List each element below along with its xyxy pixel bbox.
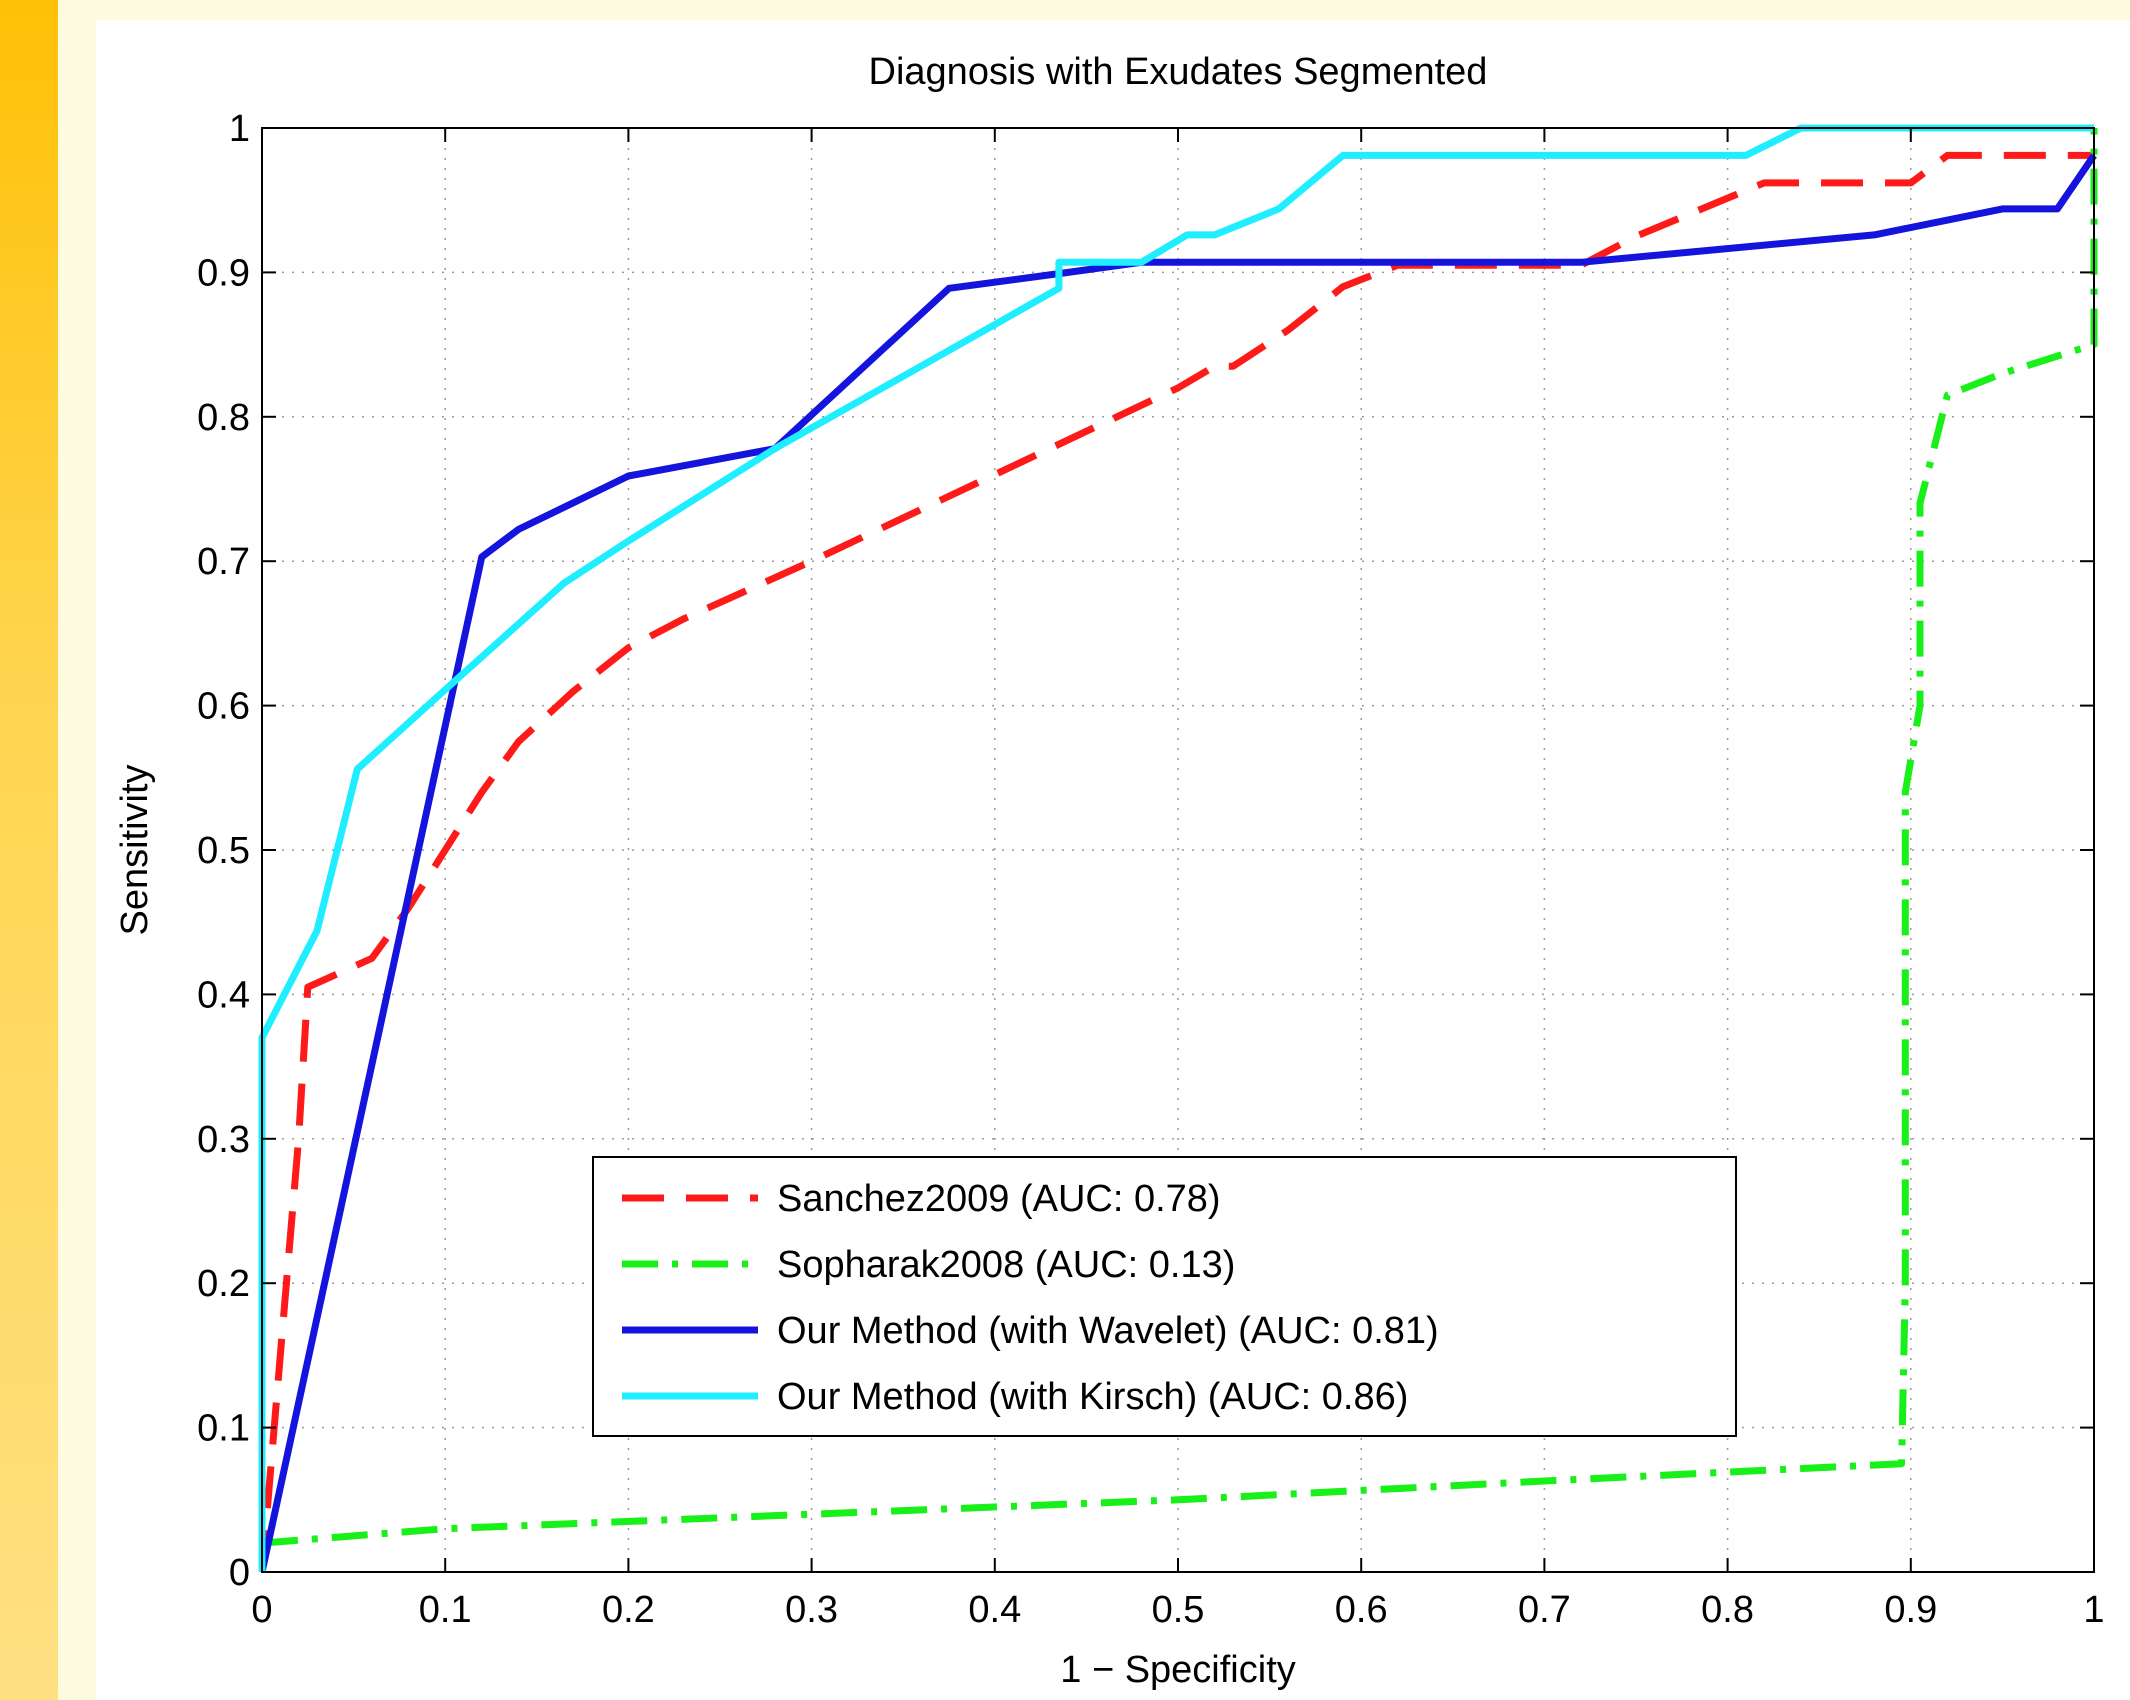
- legend-label: Our Method (with Wavelet) (AUC: 0.81): [777, 1310, 1439, 1352]
- x-tick-label: 0.7: [1518, 1589, 1571, 1631]
- legend-label: Sopharak2008 (AUC: 0.13): [777, 1244, 1235, 1286]
- legend-label: Our Method (with Kirsch) (AUC: 0.86): [777, 1376, 1408, 1418]
- series-line-sanchez2009-auc-0-78: [258, 151, 2094, 1573]
- x-tick-label: 0.5: [1152, 1589, 1205, 1631]
- x-axis-label: 1 − Specificity: [1060, 1649, 1296, 1691]
- x-tick-label: 0.6: [1335, 1589, 1388, 1631]
- y-tick-label: 0.6: [197, 686, 250, 728]
- y-axis-label: Sensitivity: [114, 764, 156, 935]
- y-tick-label: 0: [229, 1552, 250, 1594]
- chart-title: Diagnosis with Exudates Segmented: [869, 51, 1488, 93]
- x-tick-label: 0.2: [602, 1589, 655, 1631]
- series-line-our-method-with-kirsch-auc-0-86: [258, 124, 2094, 1572]
- left-accent-strip: [0, 0, 58, 1700]
- y-tick-label: 0.4: [197, 974, 250, 1016]
- series-lines: [258, 124, 2098, 1573]
- y-tick-label: 1: [229, 108, 250, 150]
- legend-label: Sanchez2009 (AUC: 0.78): [777, 1178, 1221, 1220]
- x-tick-label: 0.9: [1884, 1589, 1937, 1631]
- y-tick-label: 0.1: [197, 1408, 250, 1450]
- x-tick-label: 0.1: [419, 1589, 472, 1631]
- y-tick-label: 0.2: [197, 1263, 250, 1305]
- x-tick-label: 0.4: [968, 1589, 1021, 1631]
- y-tick-label: 0.7: [197, 541, 250, 583]
- y-tick-label: 0.8: [197, 397, 250, 439]
- y-tick-label: 0.3: [197, 1119, 250, 1161]
- y-tick-label: 0.9: [197, 252, 250, 294]
- series-line-sopharak2008-auc-0-13: [261, 128, 2098, 1547]
- legend: Sanchez2009 (AUC: 0.78) Sopharak2008 (AUC…: [592, 1156, 1737, 1437]
- legend-box: [592, 1156, 1737, 1437]
- series-line-our-method-with-wavelet-auc-0-81: [258, 153, 2097, 1573]
- x-tick-label: 0: [251, 1589, 272, 1631]
- x-tick-label: 0.3: [785, 1589, 838, 1631]
- x-tick-label: 0.8: [1701, 1589, 1754, 1631]
- y-tick-label: 0.5: [197, 830, 250, 872]
- axis-ticks: 0 0.1 0.2 0.3 0.4 0.5 0.6 0.7 0.8 0.9 1 0 0.1 0.2 0.3 0…: [197, 108, 2104, 1631]
- x-tick-label: 1: [2083, 1589, 2104, 1631]
